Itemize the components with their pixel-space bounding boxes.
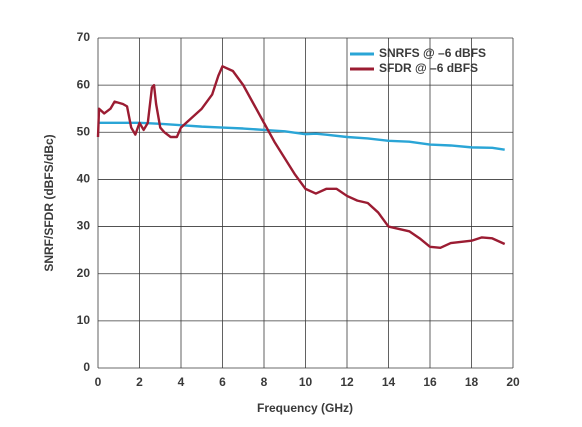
x-tick-label: 4 xyxy=(178,375,185,389)
y-tick-label: 70 xyxy=(77,30,91,44)
legend-label: SNRFS @ –6 dBFS xyxy=(379,46,486,60)
x-tick-label: 2 xyxy=(136,375,143,389)
y-tick-label: 30 xyxy=(77,219,91,233)
y-tick-label: 50 xyxy=(77,124,91,138)
y-axis-label: SNRF/SFDR (dBFS/dBc) xyxy=(42,134,56,271)
x-tick-label: 18 xyxy=(465,375,479,389)
x-tick-label: 10 xyxy=(299,375,313,389)
y-tick-label: 60 xyxy=(77,77,91,91)
x-tick-label: 16 xyxy=(423,375,437,389)
x-tick-label: 6 xyxy=(219,375,226,389)
legend-label: SFDR @ –6 dBFS xyxy=(379,61,478,75)
series-line xyxy=(96,65,506,249)
x-tick-label: 8 xyxy=(261,375,268,389)
x-tick-label: 12 xyxy=(340,375,354,389)
series-line xyxy=(98,121,505,151)
x-tick-label: 14 xyxy=(382,375,396,389)
y-tick-label: 20 xyxy=(77,266,91,280)
y-tick-label: 10 xyxy=(77,313,91,327)
y-tick-label: 0 xyxy=(83,360,90,374)
x-tick-label: 20 xyxy=(506,375,520,389)
x-tick-label: 0 xyxy=(95,375,102,389)
y-tick-label: 40 xyxy=(77,172,91,186)
x-axis-label: Frequency (GHz) xyxy=(257,401,353,415)
